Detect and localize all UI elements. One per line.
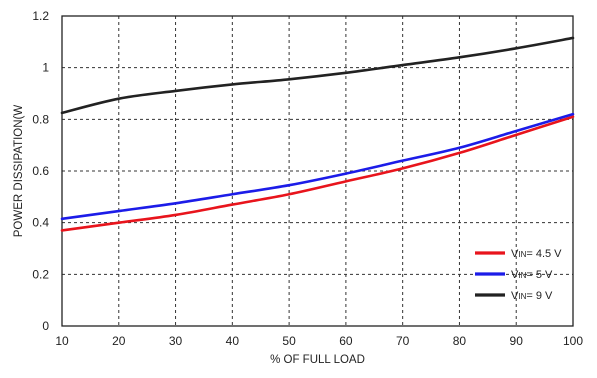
x-tick-label: 50 — [282, 334, 296, 348]
legend-label: VIN= 5 V — [511, 269, 553, 281]
plot-frame — [61, 15, 574, 327]
x-tick-label: 20 — [112, 334, 126, 348]
y-tick-label: 0 — [42, 319, 49, 333]
legend-item-vin-5v: VIN= 5 V — [475, 269, 553, 281]
y-tick-label: 0.8 — [32, 112, 49, 126]
legend-item-vin-9v: VIN= 9 V — [475, 290, 553, 302]
tick-labels: 10 20 30 40 50 60 70 80 90 100 0 0.2 0.4 0.6 0.8 1 1.2 — [32, 9, 583, 348]
series-layer — [60, 36, 575, 232]
x-tick-label: 70 — [396, 334, 410, 348]
legend-label: VIN= 4.5 V — [511, 248, 562, 260]
series-line-vin-5v — [60, 112, 575, 221]
legend-item-vin-4-5v: VIN= 4.5 V — [475, 248, 562, 260]
legend: VIN= 4.5 V VIN= 5 V VIN= 9 V — [475, 248, 562, 302]
x-tick-label: 100 — [563, 334, 583, 348]
x-tick-label: 60 — [339, 334, 353, 348]
y-tick-label: 0.4 — [32, 216, 49, 230]
y-tick-label: 0.6 — [32, 164, 49, 178]
grid-lines — [62, 16, 573, 326]
x-tick-label: 10 — [55, 334, 69, 348]
x-tick-label: 80 — [453, 334, 467, 348]
series-line-vin-4-5v — [60, 115, 575, 232]
x-axis-label: % OF FULL LOAD — [270, 354, 365, 366]
legend-label: VIN= 9 V — [511, 290, 553, 302]
y-tick-label: 1.2 — [32, 9, 49, 23]
x-tick-label: 90 — [510, 334, 524, 348]
y-tick-label: 0.2 — [32, 267, 49, 281]
y-axis-label: POWER DISSIPATION(W — [13, 105, 25, 238]
y-tick-label: 1 — [42, 61, 49, 75]
x-tick-label: 40 — [226, 334, 240, 348]
series-line-vin-9v — [60, 36, 575, 115]
x-tick-label: 30 — [169, 334, 183, 348]
